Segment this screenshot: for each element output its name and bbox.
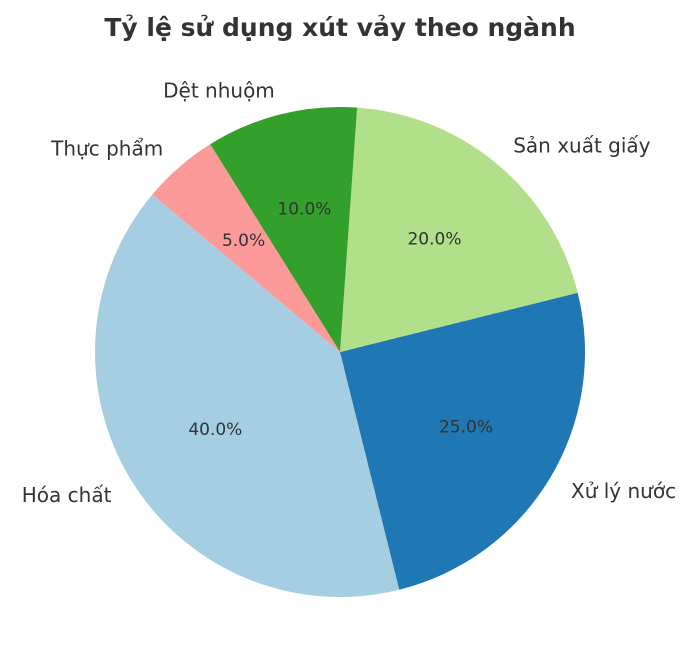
- pie-slice: [152, 144, 340, 352]
- percent-label: 40.0%: [188, 420, 242, 440]
- slice-label: Thực phẩm: [50, 137, 163, 161]
- percent-label: 5.0%: [222, 231, 265, 251]
- slice-label: Hóa chất: [22, 483, 112, 507]
- pie-slice: [94, 194, 400, 597]
- percent-label: 10.0%: [277, 199, 331, 219]
- slice-label: Xử lý nước: [571, 479, 676, 503]
- chart-title: Tỷ lệ sử dụng xút vảy theo ngành: [104, 13, 575, 42]
- percent-label: 25.0%: [439, 418, 493, 438]
- slice-label: Dệt nhuộm: [163, 79, 275, 103]
- percent-label: 20.0%: [407, 229, 461, 249]
- pie-slice: [340, 292, 585, 590]
- pie-slice: [210, 107, 358, 352]
- slice-label: Sản xuất giấy: [513, 134, 650, 158]
- pie-slice: [340, 107, 578, 353]
